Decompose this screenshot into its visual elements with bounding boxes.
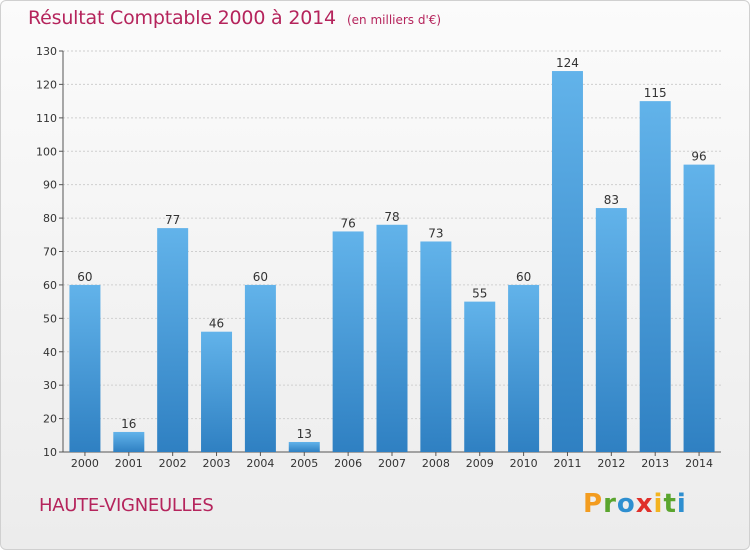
bar-2013 bbox=[639, 101, 671, 452]
bar-2010 bbox=[508, 284, 540, 452]
x-tick-label: 2004 bbox=[246, 457, 274, 470]
bar-2004 bbox=[244, 284, 276, 452]
logo-letter: P bbox=[583, 489, 604, 519]
logo-letter: o bbox=[616, 489, 636, 519]
data-label: 60 bbox=[516, 270, 531, 284]
y-tick-label: 50 bbox=[43, 312, 57, 325]
data-label: 46 bbox=[209, 317, 224, 331]
logo-letter: r bbox=[603, 489, 617, 519]
bar-2002 bbox=[157, 228, 189, 452]
chart-title: Résultat Comptable 2000 à 2014 (en milli… bbox=[28, 7, 441, 29]
bar-2005 bbox=[288, 441, 320, 452]
data-label: 115 bbox=[644, 86, 667, 100]
data-label: 76 bbox=[340, 216, 355, 230]
x-tick-label: 2008 bbox=[422, 457, 450, 470]
bar-2009 bbox=[464, 301, 496, 452]
data-label: 96 bbox=[691, 150, 706, 164]
y-tick-label: 30 bbox=[43, 379, 57, 392]
bar-2000 bbox=[69, 284, 101, 452]
y-tick-label: 90 bbox=[43, 179, 57, 192]
bar-2008 bbox=[420, 241, 452, 452]
y-tick-label: 110 bbox=[36, 112, 57, 125]
x-tick-label: 2006 bbox=[334, 457, 362, 470]
x-tick-label: 2007 bbox=[378, 457, 406, 470]
data-label: 60 bbox=[77, 270, 92, 284]
data-label: 124 bbox=[556, 56, 579, 70]
logo-letter: i bbox=[676, 489, 687, 519]
x-tick-label: 2014 bbox=[685, 457, 713, 470]
x-tick-label: 2011 bbox=[553, 457, 581, 470]
data-label: 55 bbox=[472, 287, 487, 301]
bar-2011 bbox=[551, 71, 583, 453]
commune-name: HAUTE-VIGNEULLES bbox=[39, 495, 214, 516]
data-label: 60 bbox=[253, 270, 268, 284]
y-tick-label: 80 bbox=[43, 212, 57, 225]
logo-letter: x bbox=[635, 489, 654, 519]
x-tick-label: 2009 bbox=[466, 457, 494, 470]
x-tick-label: 2003 bbox=[203, 457, 231, 470]
x-tick-label: 2012 bbox=[597, 457, 625, 470]
data-label: 73 bbox=[428, 226, 443, 240]
y-tick-label: 40 bbox=[43, 346, 57, 359]
y-tick-label: 100 bbox=[36, 145, 57, 158]
bar-2014 bbox=[683, 164, 715, 452]
bar-2001 bbox=[113, 431, 145, 452]
data-label: 83 bbox=[604, 193, 619, 207]
x-tick-label: 2001 bbox=[115, 457, 143, 470]
y-tick-label: 10 bbox=[43, 446, 57, 459]
data-label: 13 bbox=[297, 427, 312, 441]
bars bbox=[69, 71, 715, 453]
logo-letter: i bbox=[653, 489, 664, 519]
x-tick-label: 2010 bbox=[510, 457, 538, 470]
x-tick-label: 2013 bbox=[641, 457, 669, 470]
y-tick-label: 60 bbox=[43, 279, 57, 292]
x-tick-label: 2005 bbox=[290, 457, 318, 470]
data-label: 77 bbox=[165, 213, 180, 227]
data-label: 78 bbox=[384, 210, 399, 224]
y-tick-label: 70 bbox=[43, 246, 57, 259]
data-label: 16 bbox=[121, 417, 136, 431]
bar-2012 bbox=[595, 208, 627, 452]
bar-2006 bbox=[332, 231, 364, 452]
x-tick-label: 2000 bbox=[71, 457, 99, 470]
y-tick-label: 130 bbox=[36, 45, 57, 58]
y-tick-label: 120 bbox=[36, 78, 57, 91]
title-text: Résultat Comptable 2000 à 2014 bbox=[28, 7, 336, 29]
logo-letter: t bbox=[663, 489, 677, 519]
bar-2007 bbox=[376, 224, 408, 452]
y-tick-label: 20 bbox=[43, 413, 57, 426]
unit-note: (en milliers d'€) bbox=[346, 13, 442, 27]
labels: 60 2000 16 2001 77 2002 46 2003 60 2004 13 2005 76 20… bbox=[71, 56, 713, 470]
bar-2003 bbox=[201, 331, 233, 452]
proxiti-logo: Proxiti bbox=[583, 489, 687, 519]
x-tick-label: 2002 bbox=[159, 457, 187, 470]
